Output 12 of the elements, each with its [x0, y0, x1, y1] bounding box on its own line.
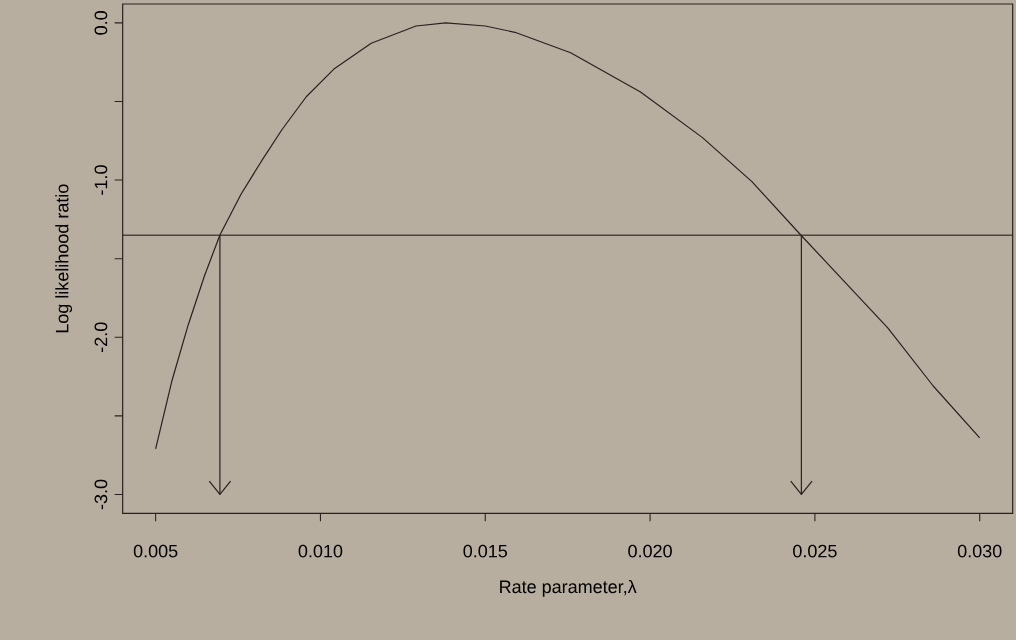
y-axis-title: Log likelihood ratio — [55, 184, 73, 333]
y-tick-label: -1.0 — [94, 165, 108, 195]
x-axis-title: Rate parameter,λ — [500, 579, 637, 597]
x-tick-label: 0.025 — [793, 544, 837, 558]
y-tick-label: -3.0 — [94, 479, 108, 510]
y-tick-label: -2.0 — [94, 322, 108, 352]
y-tick-label: 0.0 — [94, 11, 108, 35]
x-tick-label: 0.005 — [133, 544, 178, 558]
x-tick-label: 0.010 — [298, 544, 343, 558]
x-tick-label: 0.030 — [957, 544, 1002, 558]
x-tick-label: 0.015 — [463, 544, 508, 558]
x-tick-label: 0.020 — [628, 544, 672, 558]
